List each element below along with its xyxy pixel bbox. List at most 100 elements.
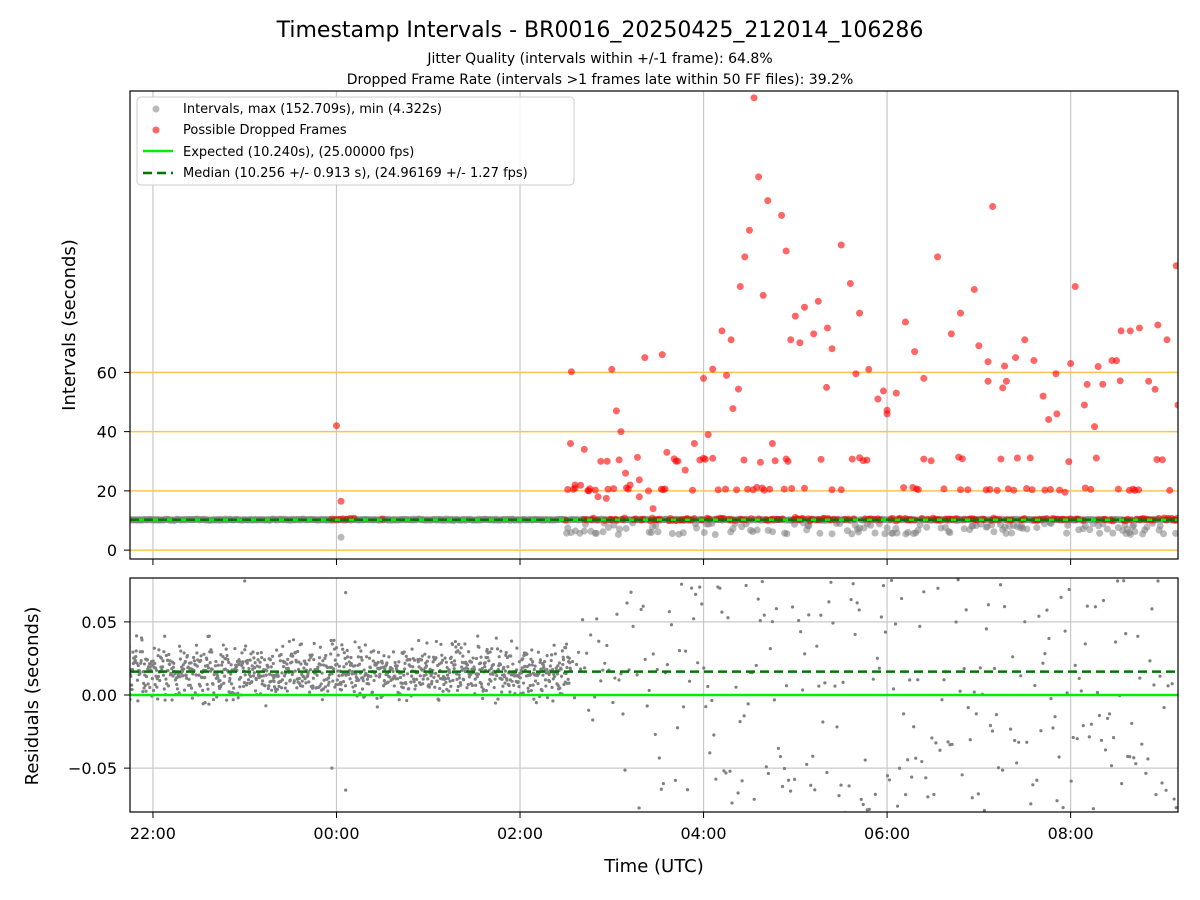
dropped-frame-point	[788, 484, 796, 492]
residual-point	[362, 668, 366, 672]
residual-point	[417, 665, 421, 669]
residual-point	[1025, 740, 1029, 744]
residual-point	[325, 665, 329, 669]
dropped-frame-point	[766, 485, 774, 493]
residual-point	[104, 657, 107, 660]
residual-point	[344, 788, 348, 792]
residual-point	[329, 638, 333, 643]
residual-point	[533, 679, 538, 683]
dropped-frame-point	[778, 211, 786, 219]
residual-point	[722, 769, 726, 773]
residual-point	[752, 797, 756, 801]
dropped-frame-point	[690, 439, 698, 447]
residual-point	[252, 656, 256, 660]
residual-point	[1122, 579, 1126, 583]
residual-point	[1000, 768, 1005, 772]
interval-point	[580, 527, 588, 535]
residual-point	[625, 601, 629, 605]
residual-point	[445, 665, 449, 670]
residual-point	[248, 658, 252, 662]
residual-point	[181, 663, 185, 667]
residual-point	[359, 649, 363, 653]
residual-point	[447, 689, 451, 693]
interval-point	[87, 516, 94, 523]
residual-point	[1113, 640, 1118, 644]
interval-point	[102, 516, 109, 523]
residual-point	[141, 690, 145, 694]
residual-point	[972, 690, 976, 694]
residual-point	[96, 670, 99, 673]
residual-point	[385, 661, 389, 665]
residual-point	[1097, 713, 1102, 718]
residual-point	[1061, 806, 1065, 810]
residual-point	[493, 677, 497, 681]
interval-point	[1002, 529, 1010, 537]
residual-point	[795, 575, 798, 578]
residual-point	[738, 720, 742, 724]
residual-point	[998, 583, 1003, 587]
residual-point	[342, 651, 346, 655]
residual-point	[247, 666, 251, 671]
residual-point	[367, 656, 372, 660]
residual-point	[471, 656, 475, 660]
residual-point	[453, 639, 458, 644]
residual-point	[272, 679, 276, 683]
residual-point	[430, 679, 434, 684]
residual-point	[109, 674, 112, 677]
residual-point	[337, 674, 341, 678]
residual-point	[533, 664, 537, 668]
residual-point	[221, 643, 225, 647]
residual-point	[99, 652, 102, 655]
residual-point	[1063, 629, 1067, 633]
residual-point	[151, 688, 156, 693]
residual-point	[567, 656, 571, 660]
residual-point	[1053, 715, 1057, 719]
dropped-frame-point	[993, 486, 1001, 494]
residual-point	[103, 672, 106, 675]
dropped-frame-point	[764, 197, 772, 205]
residual-point	[211, 697, 216, 702]
residual-point	[162, 687, 166, 691]
dropped-frame-point	[1145, 377, 1153, 385]
residual-point	[543, 660, 547, 664]
dropped-frame-point	[608, 365, 616, 373]
residual-point	[404, 682, 408, 686]
dropped-frame-point	[1117, 327, 1125, 335]
residual-point	[637, 806, 641, 810]
residual-point	[161, 665, 165, 669]
residual-point	[529, 657, 533, 661]
dropped-frame-point	[970, 285, 978, 293]
residual-point	[96, 671, 99, 674]
dropped-frame-point	[958, 455, 966, 463]
residual-point	[591, 718, 595, 722]
residual-point	[195, 664, 199, 668]
dropped-frame-point	[1126, 327, 1134, 335]
dropped-frame-point	[635, 476, 643, 484]
residual-point	[560, 649, 564, 653]
residual-point	[1055, 799, 1059, 803]
residual-point	[244, 644, 248, 648]
residual-point	[472, 667, 477, 671]
dropped-frame-point	[566, 439, 574, 447]
residual-point	[770, 620, 774, 624]
residual-point	[187, 677, 191, 681]
residual-point	[1089, 722, 1093, 726]
residual-point	[153, 683, 157, 687]
interval-point	[122, 516, 129, 523]
residual-point	[1033, 683, 1037, 688]
residual-point	[675, 726, 680, 730]
chart-subtitle-2: Dropped Frame Rate (intervals >1 frames …	[347, 72, 854, 88]
residual-point	[469, 672, 473, 677]
residual-point	[205, 682, 209, 687]
residual-point	[589, 633, 593, 637]
residual-point	[544, 684, 548, 688]
residual-point	[344, 662, 348, 666]
residual-point	[352, 689, 356, 694]
residual-point	[168, 659, 172, 663]
residual-point	[451, 678, 455, 683]
residual-point	[677, 649, 682, 653]
residual-point	[302, 666, 306, 670]
residual-point	[412, 680, 416, 684]
legend-label-intervals: Intervals, max (152.709s), min (4.322s)	[183, 102, 442, 117]
residual-point	[117, 683, 120, 686]
